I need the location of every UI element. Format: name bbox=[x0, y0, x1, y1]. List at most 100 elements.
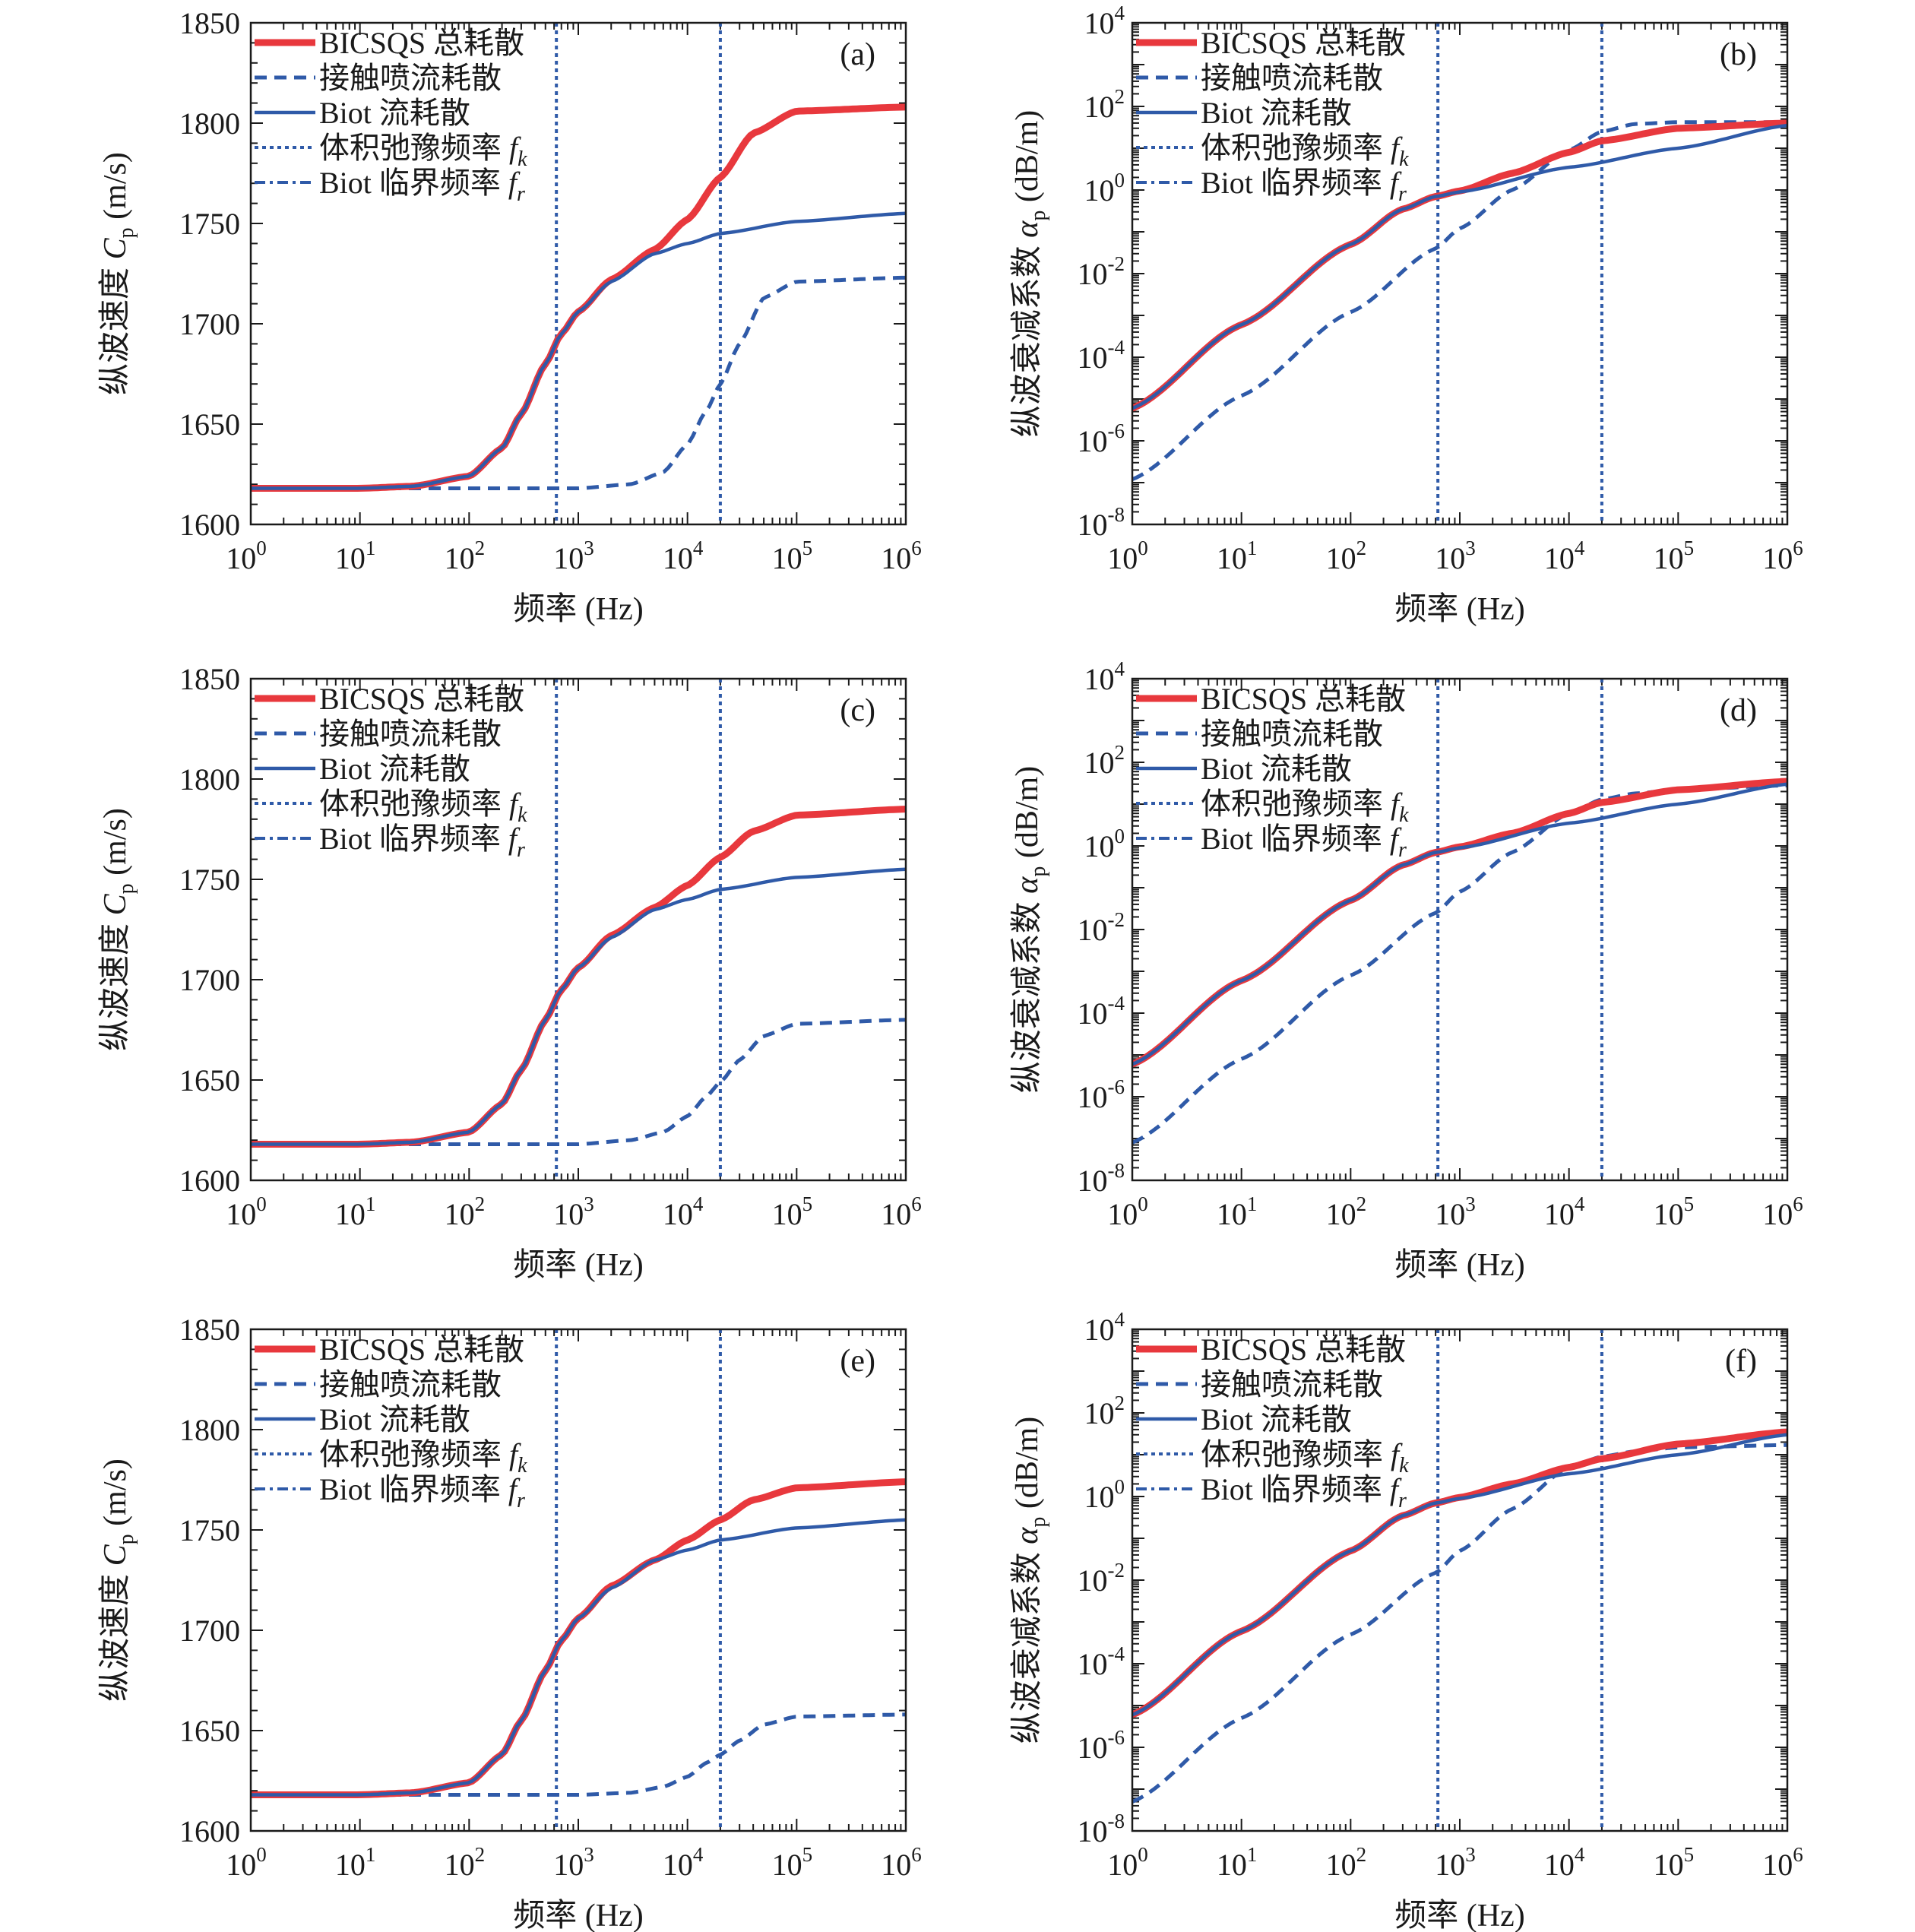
y-tick-label: 1650 bbox=[179, 407, 240, 442]
panel-b: 100 101 102 103 104 105 106 10-8 10-6 10-4 10-2 100… bbox=[1010, 2, 1803, 627]
y-tick-label: 10-6 bbox=[1078, 1726, 1125, 1765]
series-biot bbox=[1132, 1433, 1787, 1717]
legend-label-total: BICSQS 总耗散 bbox=[319, 1332, 524, 1367]
series-contact bbox=[251, 1712, 906, 1797]
y-tick-label: 10-2 bbox=[1078, 252, 1125, 291]
y-tick-label: 10-8 bbox=[1078, 503, 1125, 542]
y-tick-label: 1700 bbox=[179, 1614, 240, 1648]
y-tick-label: 10-4 bbox=[1078, 992, 1125, 1031]
y-tick-label: 100 bbox=[1084, 1475, 1125, 1514]
x-tick-label: 106 bbox=[881, 1843, 922, 1882]
y-tick-label: 10-8 bbox=[1078, 1810, 1125, 1848]
x-tick-label: 102 bbox=[1326, 1843, 1367, 1882]
y-tick-label: 1700 bbox=[179, 963, 240, 997]
y-tick-label: 1600 bbox=[179, 508, 240, 542]
x-tick-label: 104 bbox=[1544, 1843, 1585, 1882]
legend-label-fk: 体积弛豫频率 fk bbox=[1201, 131, 1409, 171]
y-tick-label: 1850 bbox=[179, 1313, 240, 1347]
legend-label-contact: 接触喷流耗散 bbox=[319, 1367, 502, 1401]
series-total bbox=[251, 806, 906, 1148]
series-biot bbox=[1132, 123, 1787, 410]
x-tick-label: 104 bbox=[1544, 537, 1585, 575]
series-biot bbox=[251, 867, 906, 1146]
y-axis-label: 纵波衰减系数 αp (dB/m) bbox=[1010, 766, 1050, 1093]
y-tick-label: 102 bbox=[1084, 85, 1125, 124]
y-tick-label: 1800 bbox=[179, 1413, 240, 1447]
y-axis-label: 纵波速度 Cp (m/s) bbox=[98, 1459, 138, 1702]
x-tick-label: 103 bbox=[1435, 1843, 1476, 1882]
legend-label-contact: 接触喷流耗散 bbox=[1201, 1367, 1383, 1401]
x-tick-label: 100 bbox=[226, 1843, 267, 1882]
plot-frame bbox=[1131, 1328, 1789, 1832]
plot-frame bbox=[249, 677, 907, 1182]
x-axis-label: 频率 (Hz) bbox=[513, 1898, 643, 1932]
panel-e: 100 101 102 103 104 105 106 1600 1650 1700 1750 180… bbox=[98, 1313, 922, 1932]
legend-label-fk: 体积弛豫频率 fk bbox=[319, 131, 527, 171]
panel-label: (c) bbox=[840, 693, 875, 728]
y-tick-label: 1800 bbox=[179, 762, 240, 797]
x-tick-label: 101 bbox=[1217, 1192, 1258, 1231]
x-tick-label: 106 bbox=[1762, 537, 1803, 575]
y-tick-label: 1600 bbox=[179, 1814, 240, 1848]
y-axis-label: 纵波衰减系数 αp (dB/m) bbox=[1010, 1417, 1050, 1744]
legend-label-biot: Biot 流耗散 bbox=[319, 752, 470, 786]
x-axis-label: 频率 (Hz) bbox=[1394, 1247, 1524, 1283]
legend-label-total: BICSQS 总耗散 bbox=[319, 26, 524, 60]
panel-label: (b) bbox=[1720, 37, 1757, 72]
y-axis-label: 纵波速度 Cp (m/s) bbox=[98, 808, 138, 1051]
y-tick-label: 100 bbox=[1084, 825, 1125, 863]
y-tick-label: 1700 bbox=[179, 307, 240, 341]
series-group bbox=[251, 1478, 906, 1798]
y-tick-label: 1850 bbox=[179, 6, 240, 40]
x-tick-label: 102 bbox=[445, 1843, 486, 1882]
x-tick-label: 106 bbox=[1762, 1843, 1803, 1882]
y-ticks bbox=[251, 678, 906, 1181]
legend-label-biot: Biot 流耗散 bbox=[319, 96, 470, 130]
series-biot bbox=[1132, 782, 1787, 1066]
x-axis-label: 频率 (Hz) bbox=[513, 1247, 643, 1283]
y-axis-label: 纵波速度 Cp (m/s) bbox=[98, 152, 138, 395]
x-tick-label: 101 bbox=[1217, 1843, 1258, 1882]
x-tick-label: 105 bbox=[1654, 1843, 1695, 1882]
x-tick-label: 105 bbox=[772, 1843, 813, 1882]
x-tick-label: 102 bbox=[445, 1192, 486, 1231]
panel-label: (f) bbox=[1725, 1344, 1757, 1379]
x-tick-label: 102 bbox=[445, 537, 486, 575]
x-axis-label: 频率 (Hz) bbox=[513, 591, 643, 627]
panel-f: 100 101 102 103 104 105 106 10-8 10-6 10-4 10-2 100… bbox=[1010, 1308, 1803, 1932]
x-tick-label: 103 bbox=[553, 537, 594, 575]
x-tick-label: 104 bbox=[1544, 1192, 1585, 1231]
y-tick-label: 10-6 bbox=[1078, 420, 1125, 458]
y-ticks bbox=[251, 22, 906, 525]
x-tick-label: 105 bbox=[1654, 537, 1695, 575]
x-tick-label: 106 bbox=[881, 537, 922, 575]
y-tick-label: 102 bbox=[1084, 741, 1125, 780]
panel-label: (a) bbox=[840, 37, 875, 72]
legend-label-fk: 体积弛豫频率 fk bbox=[1201, 1437, 1409, 1478]
legend-label-biot: Biot 流耗散 bbox=[1201, 752, 1352, 786]
y-tick-label: 10-2 bbox=[1078, 1559, 1125, 1598]
x-tick-label: 102 bbox=[1326, 1192, 1367, 1231]
panel-a: 100 101 102 103 104 105 106 1600 1650 1700 1750 180… bbox=[98, 6, 922, 627]
y-tick-label: 104 bbox=[1084, 2, 1125, 40]
series-contact bbox=[1132, 1443, 1787, 1804]
y-tick-label: 1750 bbox=[179, 863, 240, 897]
x-tick-label: 105 bbox=[1654, 1192, 1695, 1231]
x-tick-label: 100 bbox=[1107, 1192, 1148, 1231]
panel-label: (d) bbox=[1720, 693, 1757, 728]
plot-frame bbox=[249, 1328, 907, 1832]
y-tick-label: 100 bbox=[1084, 169, 1125, 207]
x-tick-label: 101 bbox=[335, 1843, 376, 1882]
series-group bbox=[1132, 119, 1787, 481]
y-tick-label: 10-6 bbox=[1078, 1075, 1125, 1114]
series-biot bbox=[251, 211, 906, 490]
y-tick-label: 104 bbox=[1084, 657, 1125, 696]
x-tick-label: 101 bbox=[335, 1192, 376, 1231]
series-contact bbox=[1132, 120, 1787, 481]
y-tick-label: 1800 bbox=[179, 106, 240, 141]
y-tick-label: 1650 bbox=[179, 1063, 240, 1097]
